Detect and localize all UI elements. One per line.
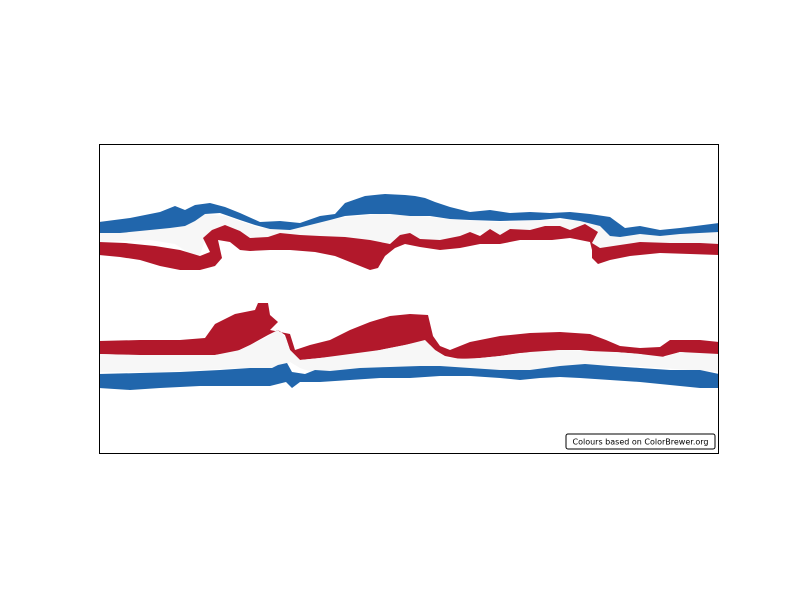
northern-red-band (99, 224, 719, 270)
contour-layer (99, 194, 719, 390)
credit-text: Colours based on ColorBrewer.org (573, 438, 709, 447)
map-frame (99, 144, 719, 454)
southern-red-band (99, 303, 719, 360)
northern-blue-band (99, 194, 719, 237)
credit-box: Colours based on ColorBrewer.org (565, 433, 716, 450)
southern-light-band (99, 330, 719, 375)
southern-blue-band (99, 363, 719, 390)
